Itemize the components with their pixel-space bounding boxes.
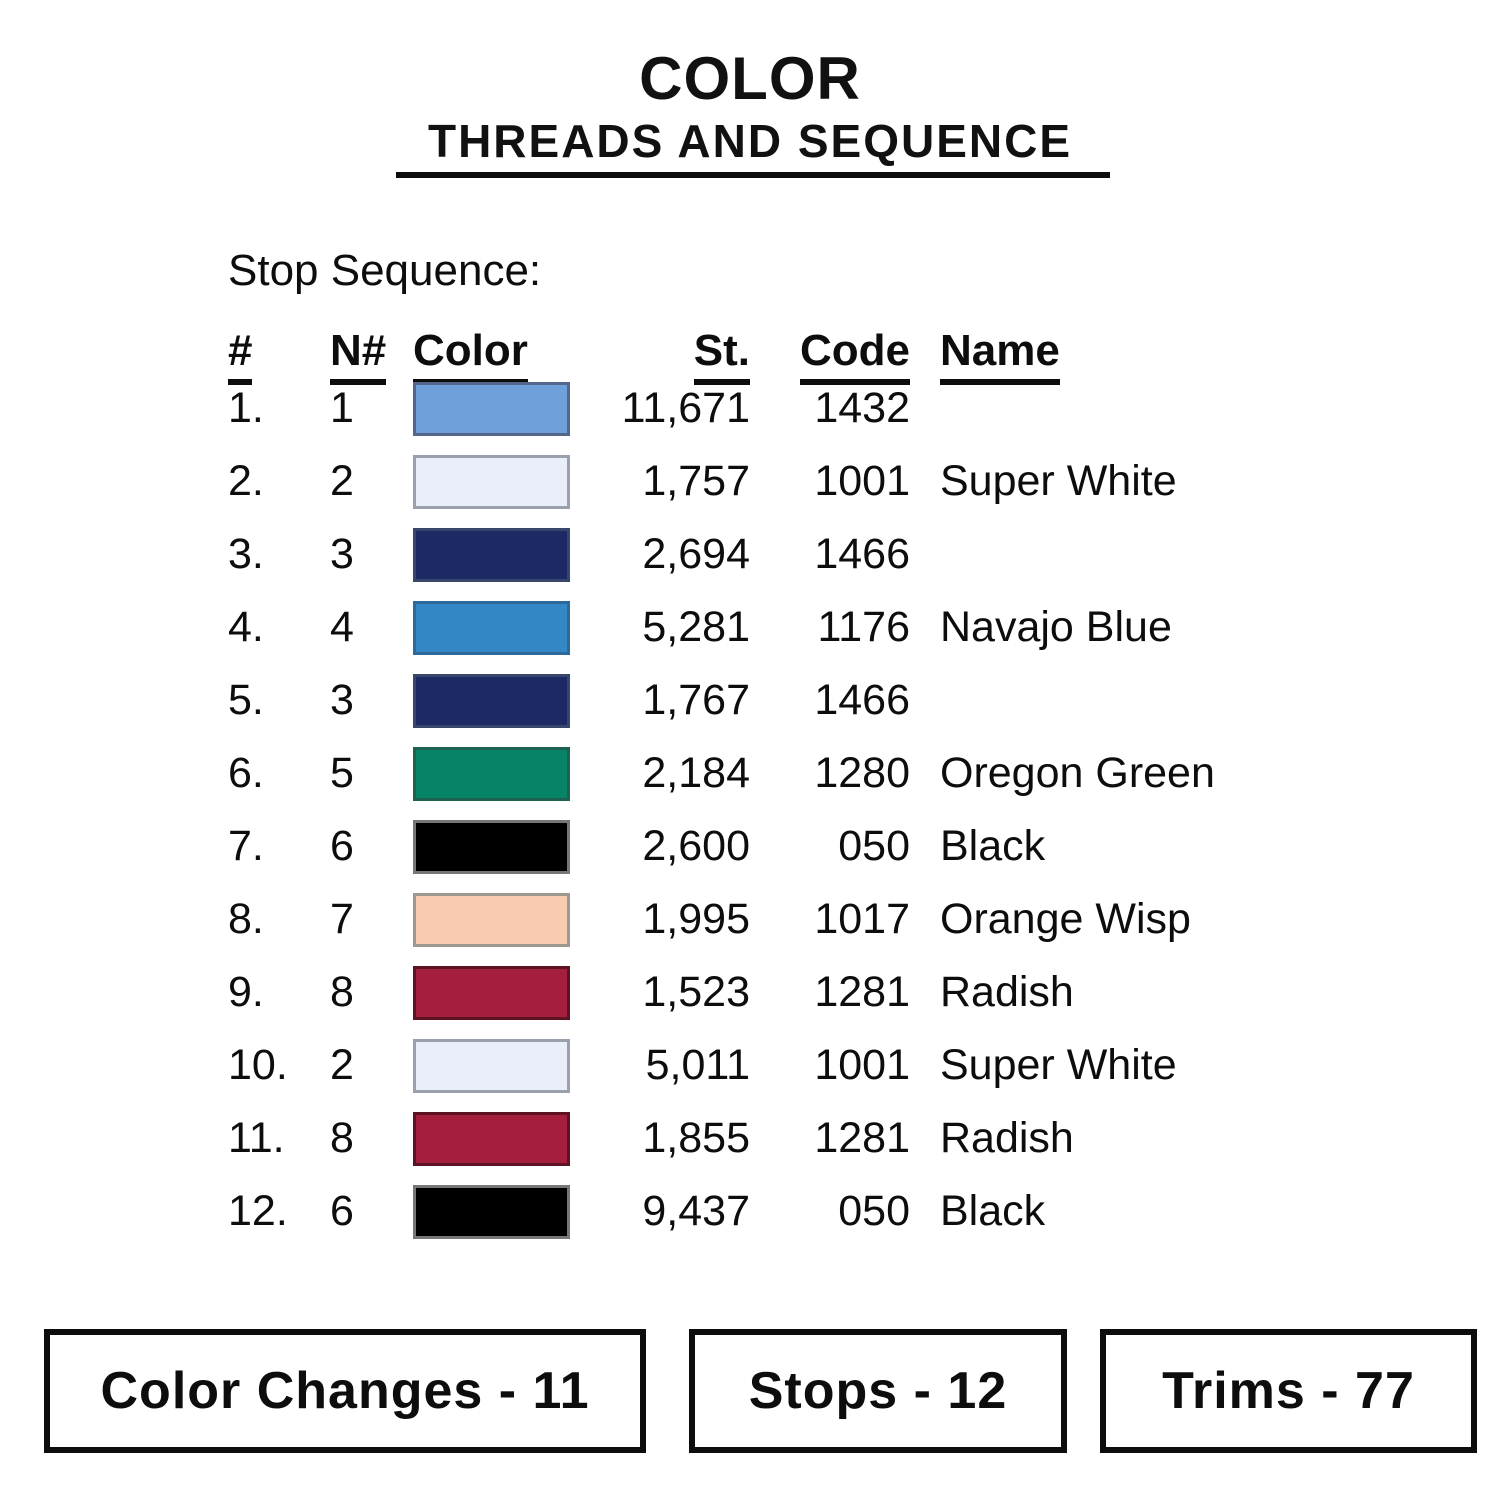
page-subtitle: THREADS AND SEQUENCE	[427, 115, 1073, 167]
stitch-count: 1,757	[642, 457, 750, 505]
thread-name: Navajo Blue	[940, 603, 1172, 651]
color-changes-label: Color Changes - 11	[100, 1362, 590, 1420]
thread-name: Radish	[940, 1114, 1074, 1162]
thread-name: Radish	[940, 968, 1074, 1016]
thread-name: Orange Wisp	[940, 895, 1191, 943]
thread-color-swatch	[413, 965, 570, 1020]
thread-name: Super White	[940, 457, 1177, 505]
thread-color-swatch	[413, 673, 570, 728]
table-row: 12. 6 9,437 050 Black	[228, 1175, 1215, 1248]
table-row: 9. 8 1,523 1281 Radish	[228, 956, 1215, 1029]
thread-code: 050	[838, 822, 910, 870]
thread-code: 1281	[814, 1114, 910, 1162]
trims-label: Trims - 77	[1162, 1362, 1415, 1420]
table-row: 6. 5 2,184 1280 Oregon Green	[228, 737, 1215, 810]
thread-code: 050	[838, 1187, 910, 1235]
table-header-row: # N# Color St. Code Name	[228, 326, 1060, 385]
needle-number: 4	[330, 603, 354, 651]
row-number: 10.	[228, 1041, 288, 1089]
stops-label: Stops - 12	[748, 1362, 1008, 1420]
thread-color-swatch	[413, 819, 570, 874]
stitch-count: 1,767	[642, 676, 750, 724]
needle-number: 2	[330, 1041, 354, 1089]
stitch-count: 1,855	[642, 1114, 750, 1162]
table-row: 11. 8 1,855 1281 Radish	[228, 1102, 1215, 1175]
needle-number: 1	[330, 384, 354, 432]
table-row: 5. 3 1,767 1466	[228, 664, 1215, 737]
thread-code: 1176	[817, 603, 910, 651]
row-number: 11.	[228, 1114, 285, 1162]
row-number: 1.	[228, 384, 264, 432]
stitch-count: 5,011	[645, 1041, 750, 1089]
needle-number: 8	[330, 968, 354, 1016]
stops-box: Stops - 12	[689, 1329, 1067, 1453]
needle-number: 6	[330, 822, 354, 870]
needle-number: 6	[330, 1187, 354, 1235]
title-underline	[396, 172, 1110, 178]
stitch-count: 1,995	[642, 895, 750, 943]
row-number: 2.	[228, 457, 264, 505]
thread-code: 1432	[814, 384, 910, 432]
header-needle: N#	[330, 326, 387, 385]
table-row: 3. 3 2,694 1466	[228, 518, 1215, 591]
row-number: 7.	[228, 822, 264, 870]
stitch-count: 5,281	[642, 603, 750, 651]
thread-color-swatch	[413, 381, 570, 436]
trims-box: Trims - 77	[1100, 1329, 1477, 1453]
stitch-count: 9,437	[642, 1187, 750, 1235]
header-code: Code	[800, 326, 910, 385]
thread-color-swatch	[413, 527, 570, 582]
color-changes-box: Color Changes - 11	[44, 1329, 646, 1453]
needle-number: 2	[330, 457, 354, 505]
thread-code: 1001	[814, 1041, 910, 1089]
table-row: 8. 7 1,995 1017 Orange Wisp	[228, 883, 1215, 956]
stop-sequence-label: Stop Sequence:	[228, 246, 542, 295]
thread-color-swatch	[413, 746, 570, 801]
header-name: Name	[940, 326, 1060, 385]
thread-name: Black	[940, 1187, 1046, 1235]
table-row: 7. 6 2,600 050 Black	[228, 810, 1215, 883]
header-num: #	[228, 326, 253, 385]
needle-number: 3	[330, 530, 354, 578]
thread-color-swatch	[413, 600, 570, 655]
thread-color-swatch	[413, 1038, 570, 1093]
needle-number: 8	[330, 1114, 354, 1162]
stitch-count: 1,523	[642, 968, 750, 1016]
thread-code: 1001	[814, 457, 910, 505]
thread-name: Super White	[940, 1041, 1177, 1089]
row-number: 6.	[228, 749, 264, 797]
row-number: 3.	[228, 530, 264, 578]
row-number: 9.	[228, 968, 264, 1016]
sequence-table: 1. 1 11,671 1432 2. 2 1,757 1001 Super W…	[228, 372, 1215, 1248]
row-number: 5.	[228, 676, 264, 724]
thread-code: 1466	[814, 530, 910, 578]
row-number: 4.	[228, 603, 264, 651]
stitch-count: 2,184	[642, 749, 750, 797]
needle-number: 5	[330, 749, 354, 797]
stitch-count: 2,600	[642, 822, 750, 870]
needle-number: 7	[330, 895, 354, 943]
row-number: 12.	[228, 1187, 288, 1235]
table-row: 2. 2 1,757 1001 Super White	[228, 445, 1215, 518]
thread-code: 1281	[814, 968, 910, 1016]
thread-name: Oregon Green	[940, 749, 1215, 797]
thread-code: 1017	[814, 895, 910, 943]
stitch-count: 11,671	[621, 384, 750, 432]
page-title: COLOR	[639, 45, 861, 112]
thread-color-swatch	[413, 1184, 570, 1239]
thread-code: 1466	[814, 676, 910, 724]
table-row: 1. 1 11,671 1432	[228, 372, 1215, 445]
table-row: 10. 2 5,011 1001 Super White	[228, 1029, 1215, 1102]
row-number: 8.	[228, 895, 264, 943]
table-row: 4. 4 5,281 1176 Navajo Blue	[228, 591, 1215, 664]
needle-number: 3	[330, 676, 354, 724]
thread-code: 1280	[814, 749, 910, 797]
header-stitches: St.	[693, 326, 750, 385]
thread-color-swatch	[413, 454, 570, 509]
thread-name: Black	[940, 822, 1046, 870]
stitch-count: 2,694	[642, 530, 750, 578]
thread-color-swatch	[413, 892, 570, 947]
thread-color-swatch	[413, 1111, 570, 1166]
